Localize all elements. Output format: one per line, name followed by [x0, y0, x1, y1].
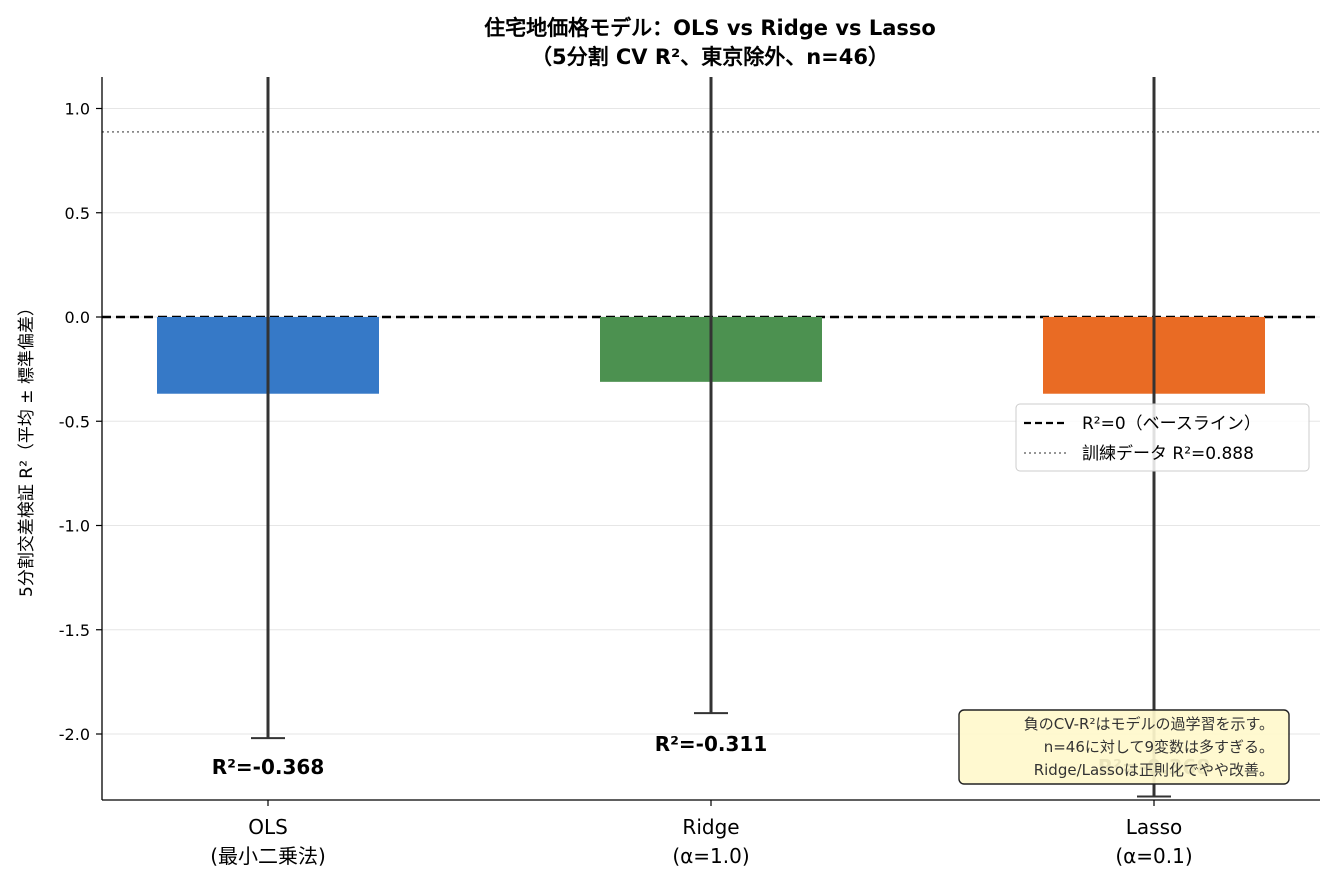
- annotation-line-3: Ridge/Lassoは正則化でやや改善。: [1034, 761, 1274, 779]
- legend: R²=0（ベースライン） 訓練データ R²=0.888: [1015, 403, 1310, 472]
- annotation: 負のCV-R²はモデルの過学習を示す。 n=46に対して9変数は多すぎる。 Ri…: [958, 709, 1290, 785]
- x-tick-label-2: Lasso: [1126, 815, 1182, 839]
- legend-box: [1015, 403, 1310, 472]
- x-ticks: OLS (最小二乗法) Ridge (α=1.0) Lasso (α=0.1): [210, 800, 1193, 868]
- data-label-1: R²=-0.311: [655, 732, 767, 756]
- legend-baseline-label: R²=0（ベースライン）: [1082, 414, 1261, 434]
- y-axis-label: 5分割交差検証 R²（平均 ± 標準偏差）: [17, 299, 37, 597]
- y-ticks: 1.0 0.5 0.0 -0.5 -1.0 -1.5 -2.0: [59, 100, 102, 744]
- x-tick-sublabel-1: (α=1.0): [672, 844, 749, 868]
- data-label-0: R²=-0.368: [212, 755, 324, 779]
- chart-title: 住宅地価格モデル：OLS vs Ridge vs Lasso: [484, 16, 936, 40]
- annotation-line-2: n=46に対して9変数は多すぎる。: [1044, 738, 1274, 756]
- x-tick-label-1: Ridge: [682, 815, 739, 839]
- y-tick-label: 1.0: [65, 100, 90, 119]
- y-tick-label: 0.5: [65, 204, 90, 223]
- y-tick-label: -1.5: [59, 621, 90, 640]
- x-tick-sublabel-0: (最小二乗法): [210, 844, 326, 868]
- annotation-box: [958, 709, 1290, 785]
- x-tick-sublabel-2: (α=0.1): [1115, 844, 1192, 868]
- y-tick-label: -2.0: [59, 725, 90, 744]
- y-tick-label: 0.0: [65, 308, 90, 327]
- legend-train-label: 訓練データ R²=0.888: [1082, 443, 1254, 464]
- chart-subtitle: （5分割 CV R²、東京除外、n=46）: [531, 45, 889, 69]
- y-tick-label: -0.5: [59, 412, 90, 431]
- y-tick-label: -1.0: [59, 517, 90, 536]
- x-tick-label-0: OLS: [248, 815, 288, 839]
- annotation-line-1: 負のCV-R²はモデルの過学習を示す。: [1024, 715, 1274, 733]
